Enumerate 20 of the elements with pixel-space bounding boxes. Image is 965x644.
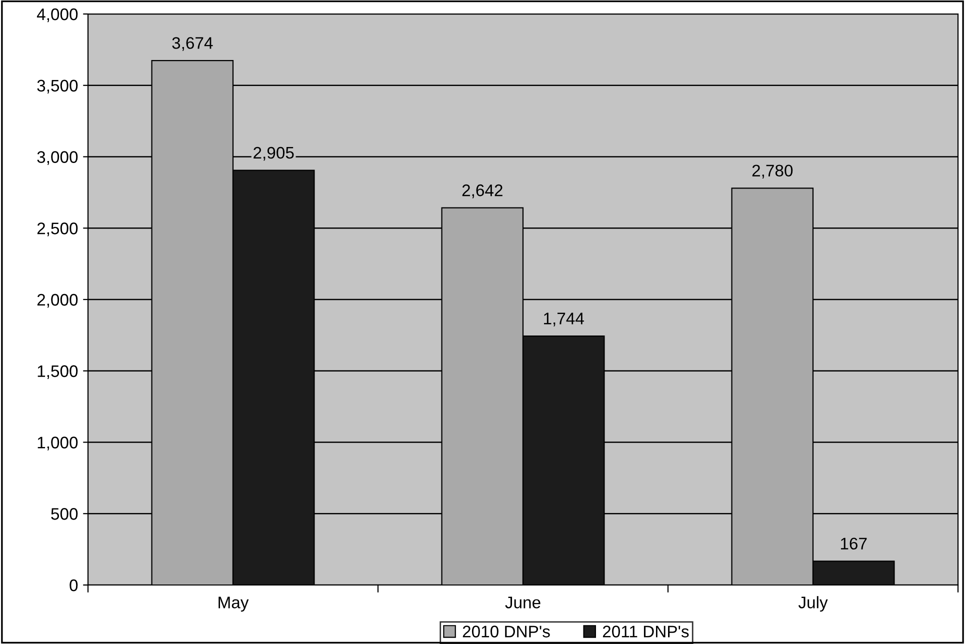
data-label: 2,642 bbox=[462, 184, 502, 198]
data-label: 167 bbox=[840, 538, 867, 550]
y-tick-label: 500 bbox=[51, 508, 78, 520]
y-tick-label: 0 bbox=[70, 579, 78, 592]
y-tick-label: 1,000 bbox=[38, 436, 78, 450]
y-tick-label: 1,500 bbox=[38, 365, 78, 380]
legend-label: 2010 DNP's bbox=[462, 626, 550, 638]
y-tick-label: 2,500 bbox=[37, 222, 78, 236]
y-tick-label: 3,000 bbox=[37, 151, 78, 165]
x-tick-label: June bbox=[505, 596, 540, 608]
y-tick-label: 4,000 bbox=[36, 8, 78, 22]
y-tick-label: 2,000 bbox=[37, 294, 78, 308]
legend-label: 2011 DNP's bbox=[602, 626, 689, 638]
data-label: 1,744 bbox=[544, 312, 584, 326]
data-label: 3,674 bbox=[172, 37, 213, 51]
data-label: 2,780 bbox=[752, 164, 793, 178]
data-label: 2,905 bbox=[254, 146, 294, 161]
y-tick-label: 3,500 bbox=[37, 80, 78, 94]
x-tick-label: July bbox=[798, 596, 828, 612]
x-tick-label: May bbox=[218, 596, 249, 612]
